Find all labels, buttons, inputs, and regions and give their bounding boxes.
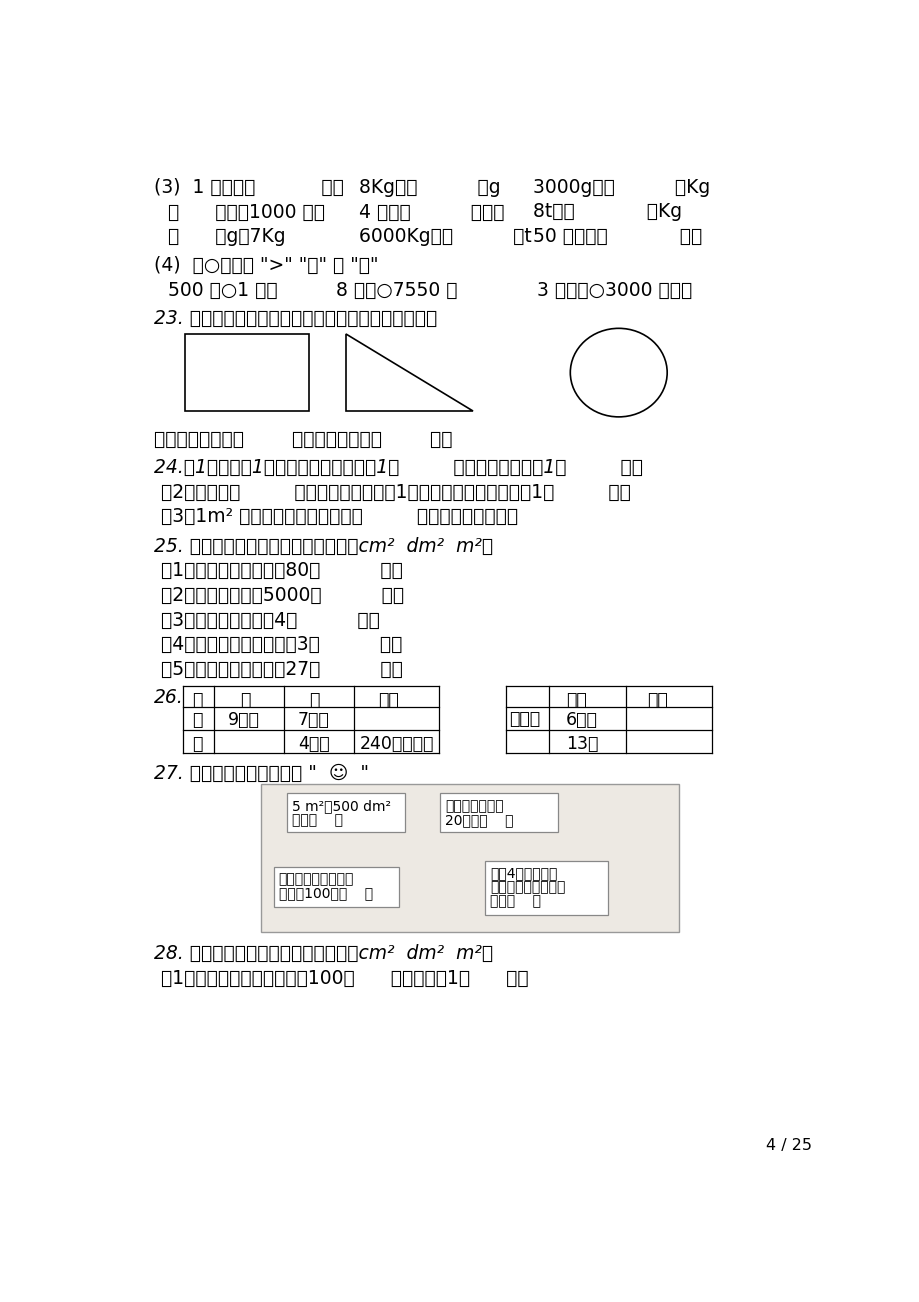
Text: 长: 长: [240, 690, 250, 708]
Text: （      ）吨＝1000 千克: （ ）吨＝1000 千克: [167, 202, 324, 221]
Text: （3）1m² 的大小，相当于边长为（         ）的正方形的面积。: （3）1m² 的大小，相当于边长为（ ）的正方形的面积。: [162, 508, 518, 526]
Ellipse shape: [570, 328, 666, 417]
Text: 50 千克＝（            ）克: 50 千克＝（ ）克: [533, 227, 702, 246]
Text: （      ）g＝7Kg: （ ）g＝7Kg: [167, 227, 285, 246]
Text: 平方米和平方分米的: 平方米和平方分米的: [278, 872, 354, 887]
Text: 20米。（    ）: 20米。（ ）: [445, 812, 513, 827]
Text: （2）操场的面积约5000（          ）。: （2）操场的面积约5000（ ）。: [162, 586, 404, 605]
Text: 25. 选择合适的面积单位填在括号里（cm²  dm²  m²）: 25. 选择合适的面积单位填在括号里（cm² dm² m²）: [153, 536, 493, 556]
Polygon shape: [346, 335, 472, 411]
Text: 4 吨＝（          ）千克: 4 吨＝（ ）千克: [358, 202, 505, 221]
Text: 方: 方: [192, 711, 203, 729]
Text: （5）一条毛巾的面积约27（          ）。: （5）一条毛巾的面积约27（ ）。: [162, 660, 403, 678]
Text: 正方形: 正方形: [508, 710, 539, 728]
Text: 5 m²比500 dm²: 5 m²比500 dm²: [291, 799, 391, 814]
Text: （3）双人床的面积约4（          ）。: （3）双人床的面积约4（ ）。: [162, 611, 380, 630]
Text: 6000Kg＝（          ）t: 6000Kg＝（ ）t: [358, 227, 531, 246]
Text: 长: 长: [192, 690, 203, 708]
Text: 8Kg＝（          ）g: 8Kg＝（ ）g: [358, 178, 500, 197]
Text: 23. 用蓝色笔描出图形的边线，用阴影涂出图形的面。: 23. 用蓝色笔描出图形的边线，用阴影涂出图形的面。: [153, 309, 437, 328]
Text: 240平方厘米: 240平方厘米: [359, 734, 434, 753]
Text: (3)  1 千克＝（           ）克: (3) 1 千克＝（ ）克: [153, 178, 344, 197]
Text: 面积就是物体的（        ）或封闭图形的（        ）。: 面积就是物体的（ ）或封闭图形的（ ）。: [153, 431, 452, 449]
Text: (4)  在○里填上 ">" "＜" 或 "＝": (4) 在○里填上 ">" "＜" 或 "＝": [153, 256, 378, 275]
Text: 面积: 面积: [378, 690, 399, 708]
Text: 4 / 25: 4 / 25: [766, 1138, 811, 1154]
Text: 4厘米: 4厘米: [298, 734, 329, 753]
Bar: [260, 784, 678, 932]
Text: 26.: 26.: [153, 687, 183, 707]
Text: （4）数学书封面的面积约3（          ）。: （4）数学书封面的面积约3（ ）。: [162, 635, 403, 654]
Text: 大。（    ）: 大。（ ）: [291, 812, 343, 827]
Text: 7分米: 7分米: [298, 711, 329, 729]
Text: 9分米: 9分米: [228, 711, 260, 729]
Text: 28. 选择合适的面积单位填在括号里（cm²  dm²  m²）: 28. 选择合适的面积单位填在括号里（cm² dm² m²）: [153, 944, 493, 963]
Text: （1）一个信封的面积约80（          ）。: （1）一个信封的面积约80（ ）。: [162, 561, 403, 581]
Bar: [287, 793, 404, 832]
Text: 面积: 面积: [647, 690, 667, 708]
Text: 我卧室的面积是: 我卧室的面积是: [445, 799, 504, 814]
Bar: [274, 867, 399, 907]
Text: 8 千克○7550 克: 8 千克○7550 克: [335, 281, 457, 299]
Text: 形，周长和面积一样: 形，周长和面积一样: [490, 880, 565, 894]
Bar: [485, 861, 607, 915]
Bar: [185, 335, 309, 411]
Text: （1）两只手掌的面积大约是100（      ），也就是1（      ）。: （1）两只手掌的面积大约是100（ ），也就是1（ ）。: [162, 969, 528, 988]
Text: 24.（1）边长为1厘米的正方形，面积是1（         ），用字母表示是1（         ）。: 24.（1）边长为1厘米的正方形，面积是1（ ），用字母表示是1（ ）。: [153, 458, 642, 477]
Text: 边长4厘米的正方: 边长4厘米的正方: [490, 866, 557, 880]
Text: 形: 形: [192, 734, 203, 753]
Text: 3 千克铁○3000 克棉花: 3 千克铁○3000 克棉花: [537, 281, 692, 299]
Bar: [440, 793, 558, 832]
Text: （2）边长为（         ）的正方形，面积是1平方分米，用字母表示是1（         ）。: （2）边长为（ ）的正方形，面积是1平方分米，用字母表示是1（ ）。: [162, 483, 630, 501]
Text: 500 克○1 千克: 500 克○1 千克: [167, 281, 277, 299]
Text: 边长: 边长: [565, 690, 586, 708]
Text: 大。（    ）: 大。（ ）: [490, 894, 540, 907]
Text: 13米: 13米: [565, 734, 597, 753]
Text: 6厘米: 6厘米: [565, 711, 597, 729]
Text: 3000g＝（          ）Kg: 3000g＝（ ）Kg: [533, 178, 710, 197]
Text: 进率是100。（    ）: 进率是100。（ ）: [278, 887, 372, 900]
Text: 宽: 宽: [309, 690, 320, 708]
Text: 8t＝（            ）Kg: 8t＝（ ）Kg: [533, 202, 682, 221]
Text: 27. 奖励说对的小动物一个 "  ☺  ": 27. 奖励说对的小动物一个 " ☺ ": [153, 764, 369, 783]
